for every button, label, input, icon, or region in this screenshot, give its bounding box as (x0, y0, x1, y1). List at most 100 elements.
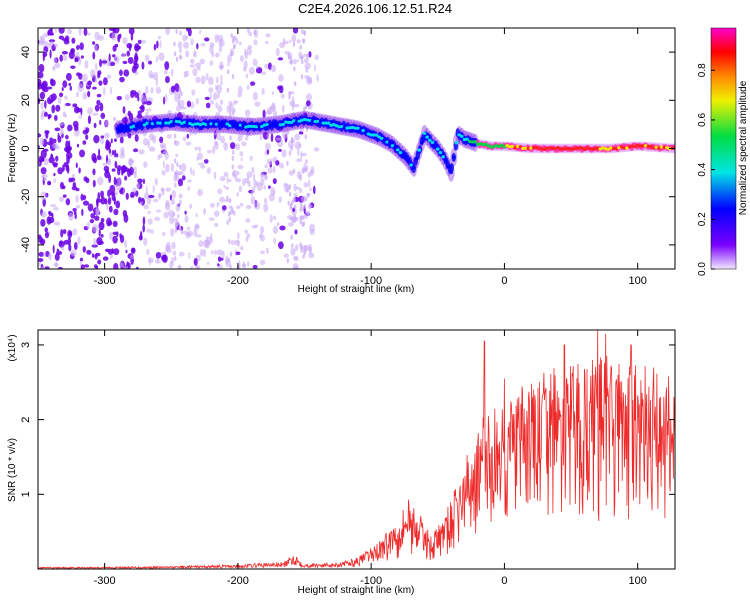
spectrogram-streak-speck (176, 161, 179, 167)
spectrogram-noise-speck (212, 92, 218, 101)
spectrogram-noise-speck (100, 234, 104, 238)
spectrogram-noise-speck (241, 141, 247, 147)
spectrogram-noise-speck (91, 224, 99, 233)
spectrogram-noise-speck (68, 50, 75, 60)
spectrogram-noise-speck (55, 250, 63, 256)
spectrogram-noise-speck (155, 86, 162, 94)
spectrogram-noise-speck (40, 149, 47, 159)
spectrogram-noise-speck (199, 249, 205, 257)
spectrogram-ridge-core (470, 140, 475, 144)
spectrogram-streak-speck (306, 53, 310, 59)
spectrogram-noise-speck (234, 176, 238, 182)
spectrogram-streak-speck (226, 220, 229, 226)
spectrogram-noise-speck (187, 186, 191, 191)
spectrogram-noise-speck (275, 137, 282, 141)
spectrogram-noise-speck (241, 178, 246, 186)
spectrogram-noise-speck (204, 37, 210, 42)
spectrogram-noise-speck (112, 116, 117, 122)
spectrogram-streak-speck (231, 155, 234, 161)
spectrogram-noise-speck (148, 146, 156, 152)
spectrogram-noise-speck (87, 90, 91, 98)
spectrogram-noise-speck (313, 147, 320, 152)
spectrogram-noise-speck (59, 240, 63, 245)
spectrogram-noise-speck (152, 184, 155, 194)
spectrogram-noise-speck (223, 142, 229, 151)
spectrogram-streak-speck (175, 223, 178, 229)
spectrogram-ridge-core (406, 159, 411, 163)
spectrogram-noise-speck (279, 225, 286, 231)
spectrogram-ridge-core (380, 136, 384, 141)
spectrogram-noise-speck (182, 136, 187, 142)
spectrogram-ridge-core (433, 143, 437, 148)
spectrogram-ridge-core (646, 144, 651, 149)
spectrogram-noise-speck (87, 203, 94, 212)
spectrogram-noise-speck (60, 229, 64, 238)
spectrogram-noise-speck (186, 28, 189, 32)
spectrogram-ridge-core (361, 129, 365, 133)
spectrogram-streak-speck (230, 32, 233, 38)
spectrogram-ridge-core (462, 137, 467, 142)
spectrogram-ridge-core (356, 126, 360, 130)
spectrogram-ridge-core (318, 120, 323, 124)
spectrogram-noise-speck (86, 32, 91, 36)
spectrogram-noise-speck (184, 215, 189, 224)
spectrogram-noise-speck (119, 76, 125, 83)
spectrogram-ridge-core (491, 145, 496, 149)
spectrogram-noise-speck (293, 103, 300, 108)
spectrogram-noise-speck (147, 218, 153, 225)
spectrogram-noise-speck (226, 176, 229, 184)
spectrogram-noise-speck (119, 262, 124, 268)
spectrogram-noise-speck (53, 178, 57, 183)
spectrogram-streak-speck (302, 168, 305, 174)
spectrogram-ridge-core (206, 122, 211, 126)
spectrogram-noise-speck (43, 157, 49, 166)
spectrogram-noise-speck (270, 64, 277, 73)
spectrogram-noise-speck (53, 172, 56, 177)
spectrogram-streak-speck (178, 94, 181, 100)
spectrogram-noise-speck (196, 42, 199, 50)
spectrogram-noise-speck (145, 111, 149, 117)
spectrogram-noise-speck (93, 44, 98, 52)
spectrogram-noise-speck (236, 178, 242, 183)
spectrogram-noise-speck (47, 180, 52, 186)
spectrogram-noise-speck (303, 182, 309, 188)
spectrogram-ridge-core (284, 120, 288, 124)
spectrogram-streak-speck (288, 191, 292, 197)
spectrogram-noise-speck (134, 52, 138, 62)
spectrogram-noise-speck (200, 164, 206, 169)
snr-marks (38, 330, 675, 569)
spectrogram-noise-speck (308, 243, 312, 252)
spectrogram-x-tick-label: 100 (629, 275, 647, 287)
spectrogram-ridge-core (414, 157, 419, 161)
spectrogram-noise-speck (42, 252, 47, 257)
spectrogram-noise-speck (39, 137, 45, 146)
spectrogram-noise-speck (51, 104, 56, 114)
spectrogram-noise-speck (269, 214, 273, 223)
spectrogram-noise-speck (111, 149, 115, 156)
spectrogram-noise-speck (266, 149, 270, 155)
spectrogram-noise-speck (164, 202, 171, 211)
spectrogram-marks (38, 28, 675, 269)
spectrogram-streak-speck (229, 251, 233, 257)
spectrogram-noise-speck (141, 61, 145, 70)
spectrogram-noise-speck (236, 192, 240, 197)
spectrogram-ridge-core (404, 156, 408, 160)
spectrogram-noise-speck (262, 109, 266, 119)
spectrogram-noise-speck (102, 256, 109, 261)
spectrogram-noise-speck (308, 203, 311, 210)
spectrogram-noise-speck (187, 28, 192, 37)
spectrogram-noise-speck (185, 231, 191, 239)
spectrogram-ridge-core (465, 137, 469, 141)
spectrogram-noise-speck (141, 39, 146, 44)
spectrogram-noise-speck (242, 261, 246, 269)
spectrogram-noise-speck (52, 138, 57, 144)
spectrogram-ridge-core (481, 142, 485, 147)
spectrogram-noise-speck (106, 159, 112, 166)
spectrogram-noise-speck (296, 170, 302, 180)
spectrogram-noise-speck (86, 249, 92, 255)
spectrogram-streak-speck (178, 225, 182, 231)
snr-panel: -300 -200 -100 0 100 1 2 3 Height of straight … (7, 329, 676, 596)
spectrogram-noise-speck (91, 153, 97, 162)
spectrogram-ridge-core (204, 122, 208, 127)
spectrogram-noise-speck (248, 66, 255, 75)
